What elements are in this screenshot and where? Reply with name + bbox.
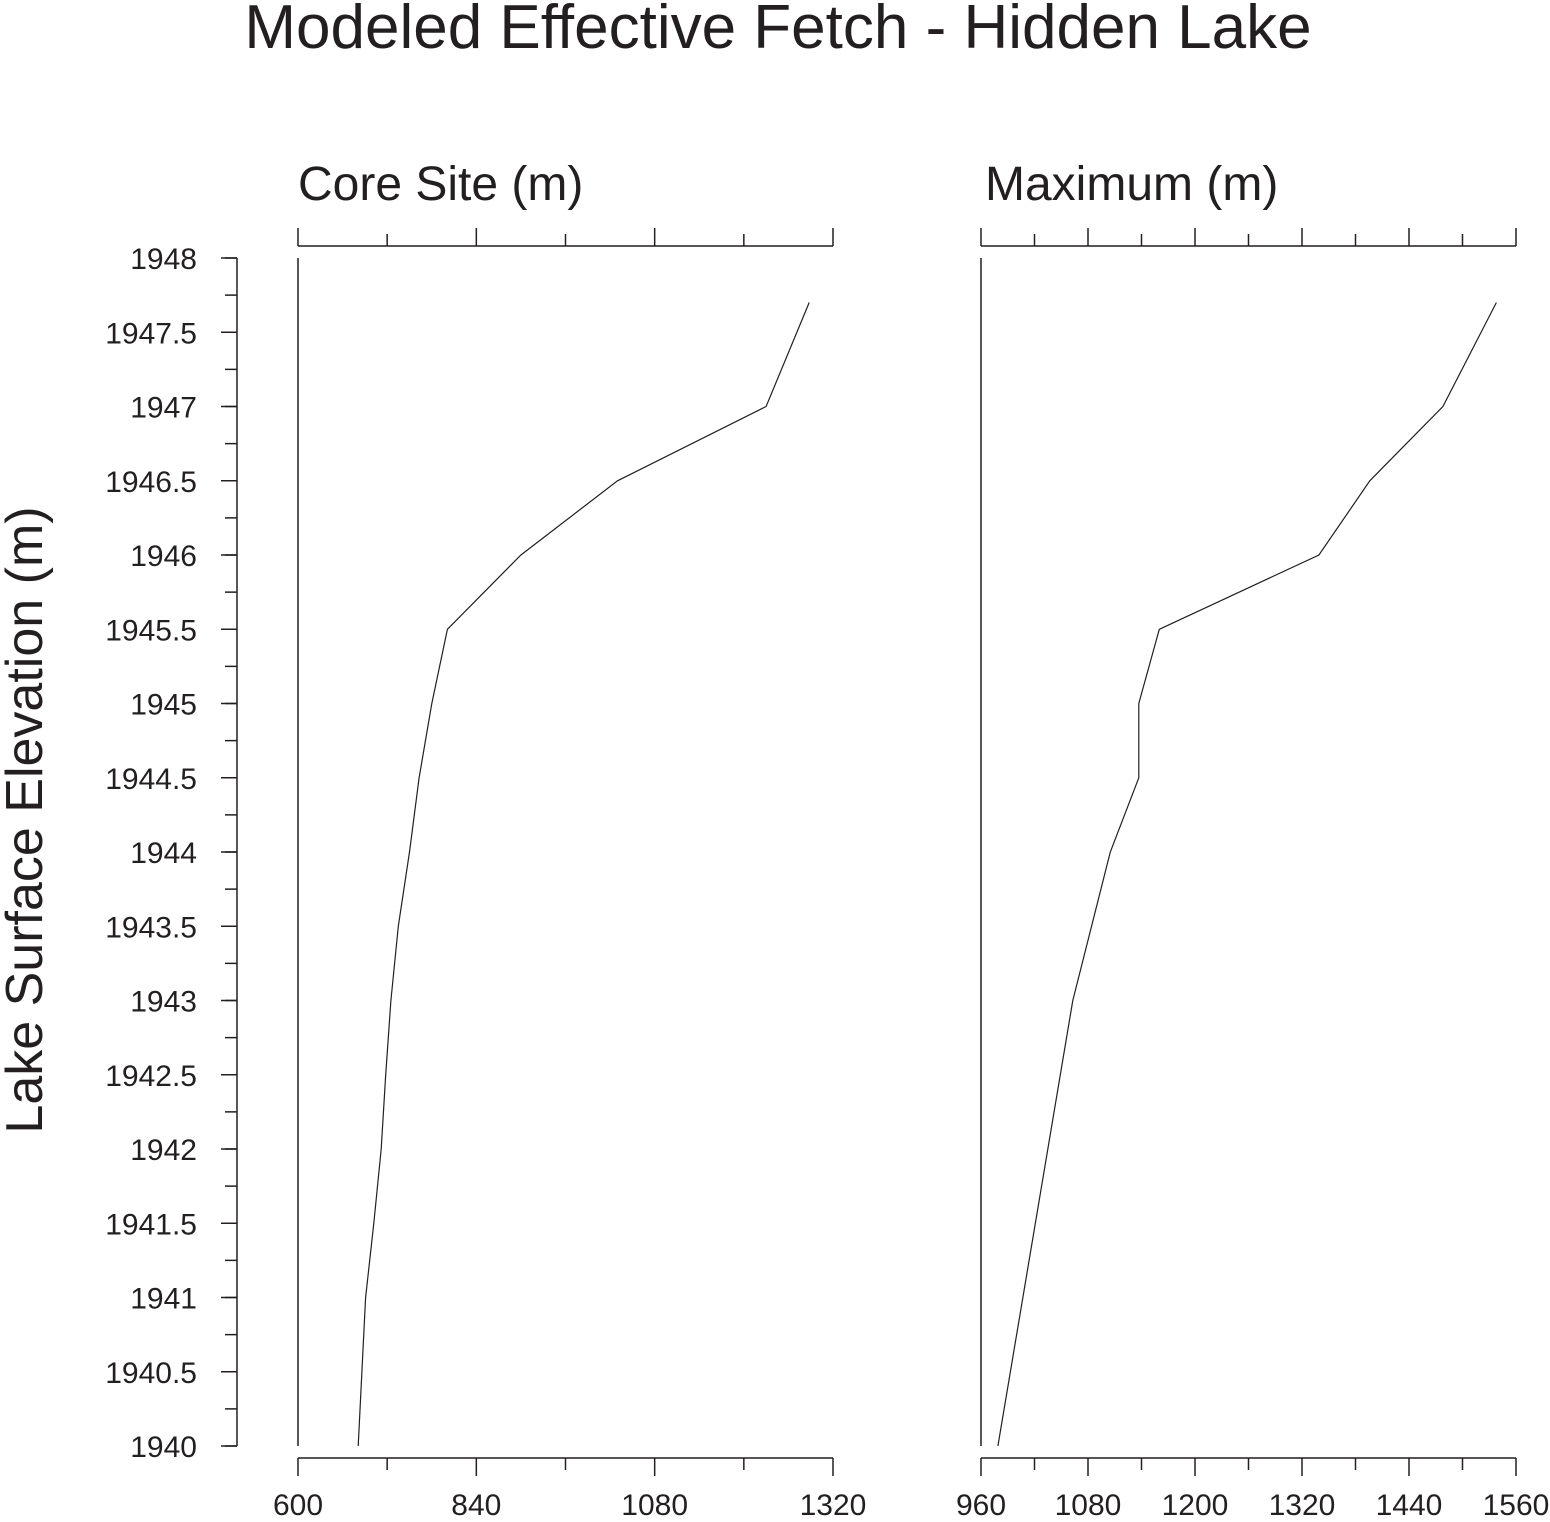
- y-tick-label: 1948: [130, 243, 197, 276]
- y-tick-label: 1942: [130, 1134, 197, 1167]
- y-tick-label: 1940: [130, 1431, 197, 1464]
- panel-core-site: Core Site (m) 600 840 1080 1320: [273, 158, 866, 1522]
- series-line: [357, 302, 810, 1447]
- x-tick-label: 1080: [621, 1489, 688, 1522]
- x-tick-label: 840: [451, 1489, 501, 1522]
- x-tick-label: 1320: [1269, 1489, 1336, 1522]
- y-axis-label: Lake Surface Elevation (m): [0, 506, 54, 1133]
- panel-title-core-site: Core Site (m): [298, 158, 583, 211]
- y-tick-label: 1943.5: [105, 911, 197, 944]
- y-tick-label: 1945: [130, 689, 197, 722]
- y-tick-label: 1941: [130, 1283, 197, 1316]
- y-tick-label: 1944: [130, 837, 197, 870]
- x-tick-label: 1320: [800, 1489, 867, 1522]
- x-tick-label: 1200: [1162, 1489, 1229, 1522]
- y-tick-label: 1946: [130, 540, 197, 573]
- y-tick-label: 1945.5: [105, 614, 197, 647]
- panel-maximum: Maximum (m) 960 1080 1200 1320 1440 1560: [956, 158, 1549, 1522]
- x-tick-label: 1440: [1376, 1489, 1443, 1522]
- panel-title-maximum: Maximum (m): [985, 158, 1278, 211]
- y-tick-label: 1942.5: [105, 1060, 197, 1093]
- y-tick-label: 1947.5: [105, 317, 197, 350]
- chart-title: Modeled Effective Fetch - Hidden Lake: [244, 0, 1311, 62]
- x-tick-label: 960: [956, 1489, 1006, 1522]
- series-line: [997, 302, 1497, 1447]
- y-tick-label: 1944.5: [105, 763, 197, 796]
- y-tick-label: 1947: [130, 392, 197, 425]
- x-tick-label: 1080: [1055, 1489, 1122, 1522]
- x-tick-label: 1560: [1483, 1489, 1550, 1522]
- y-tick-label: 1946.5: [105, 466, 197, 499]
- y-axis: 1940 1940.5 1941 1941.5 1942 1942.5 1943 1943.5…: [105, 243, 238, 1464]
- y-tick-label: 1940.5: [105, 1357, 197, 1390]
- y-tick-label: 1943: [130, 986, 197, 1019]
- x-tick-label: 600: [273, 1489, 323, 1522]
- y-tick-label: 1941.5: [105, 1208, 197, 1241]
